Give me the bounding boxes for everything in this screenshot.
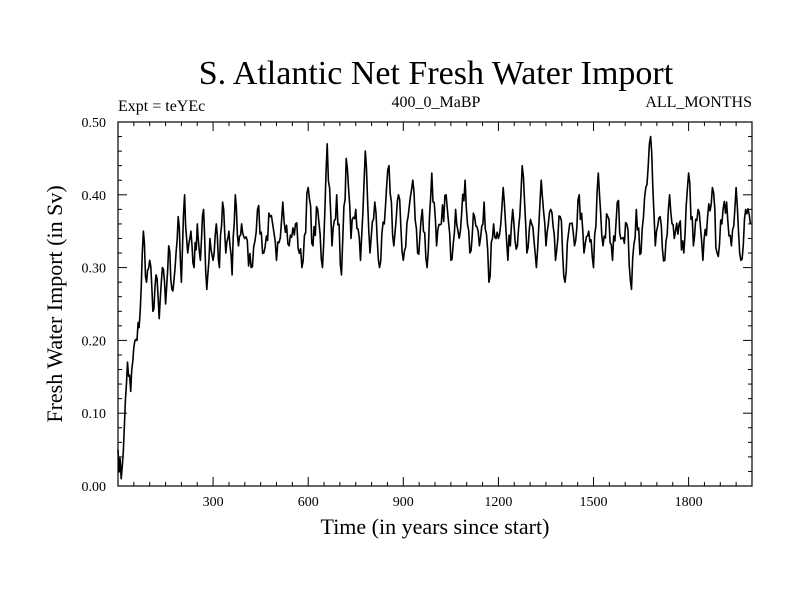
y-tick-label: 0.50 [82,116,107,131]
x-tick-label: 600 [298,495,319,510]
x-tick-label: 1800 [675,495,703,510]
y-tick-label: 0.30 [82,262,107,277]
y-axis-label: Fresh Water Import (in Sv) [42,185,67,422]
period-label: 400_0_MaBP [392,94,481,111]
y-tick-label: 0.20 [82,334,107,349]
y-tick-label: 0.00 [82,480,107,495]
y-tick-labels: 0.00 0.10 0.20 0.30 0.40 0.50 [82,116,107,495]
y-tick-label: 0.10 [82,407,107,422]
axis-ticks [118,122,752,486]
experiment-label: Expt = teYEc [118,98,205,115]
x-axis-label: Time (in years since start) [321,514,550,539]
y-tick-label: 0.40 [82,189,107,204]
fresh-water-import-line [117,135,752,480]
x-tick-labels: 300 600 900 1200 1500 1800 [203,495,703,510]
x-tick-label: 1200 [484,495,512,510]
months-label: ALL_MONTHS [645,94,752,111]
x-tick-label: 300 [203,495,224,510]
x-tick-label: 900 [393,495,414,510]
plot-frame [117,121,753,487]
chart-title: S. Atlantic Net Fresh Water Import [199,55,674,92]
x-tick-label: 1500 [580,495,608,510]
